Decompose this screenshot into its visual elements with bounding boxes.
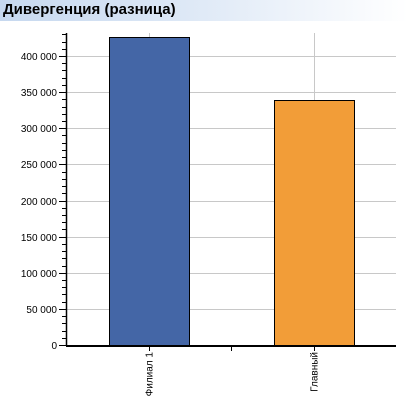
chart-title-bar: Дивергенция (разница) — [0, 0, 408, 21]
y-tick-label: 150 000 — [21, 233, 58, 244]
y-tick-label: 50 000 — [26, 305, 57, 316]
bar-1 — [109, 37, 190, 346]
bars — [109, 37, 355, 346]
y-tick-label: 300 000 — [21, 124, 58, 135]
y-tick-label: 250 000 — [21, 160, 58, 171]
y-tick-label: 400 000 — [21, 52, 58, 63]
y-tick-label: 350 000 — [21, 88, 58, 99]
x-tick-label: Филиал 1 — [145, 352, 156, 397]
y-tick-label: 200 000 — [21, 197, 58, 208]
x-tick-label: Главный — [310, 352, 321, 392]
tick-labels: 0 50 000 100 000 150 000 200 000 250 000 300 0… — [21, 52, 321, 396]
chart-title: Дивергенция (разница) — [3, 1, 176, 18]
bar-2 — [274, 100, 355, 346]
axes — [59, 33, 396, 351]
y-tick-label: 100 000 — [21, 269, 58, 280]
y-tick-label: 0 — [51, 341, 57, 352]
